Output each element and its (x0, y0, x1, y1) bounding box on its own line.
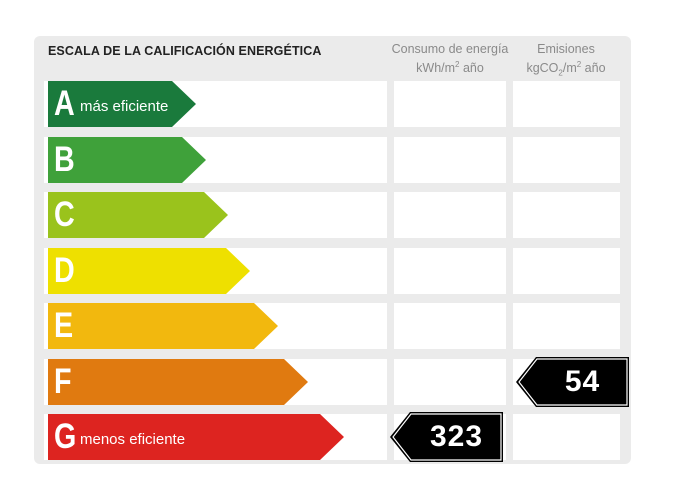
class-bar-f: F (48, 359, 308, 405)
emisiones-cell (513, 192, 620, 238)
emisiones-header-label: Emisiones (537, 42, 595, 56)
consumo-cell (394, 303, 506, 349)
class-bar-d: D (48, 248, 250, 294)
class-letter: E (54, 306, 74, 345)
consumo-rating-marker: 323 (390, 412, 503, 462)
emisiones-cell (513, 81, 620, 127)
class-sublabel: menos eficiente (80, 431, 186, 448)
consumo-rating-marker-value: 323 (429, 420, 484, 453)
emisiones-rating-marker-value: 54 (564, 365, 601, 398)
class-bar-c: C (48, 192, 228, 238)
class-letter: F (54, 362, 72, 401)
class-letter: G (54, 417, 77, 456)
emisiones-cell (513, 414, 620, 460)
emisiones-rating-marker: 54 (516, 357, 629, 407)
class-sublabel: más eficiente (80, 98, 169, 115)
consumo-cell (394, 137, 506, 183)
consumo-header-label: Consumo de energía (391, 42, 509, 56)
emisiones-unit: kgCO2/m2 año (526, 60, 606, 78)
class-letter: A (54, 84, 75, 123)
emisiones-column-header: Emisiones kgCO2/m2 año (510, 41, 622, 82)
consumo-cell (394, 248, 506, 294)
class-letter: D (54, 251, 75, 290)
emisiones-cell (513, 248, 620, 294)
consumo-cell (394, 81, 506, 127)
class-letter: B (54, 140, 75, 179)
scale-title: ESCALA DE LA CALIFICACIÓN ENERGÉTICA (48, 44, 322, 58)
class-bar-b: B (48, 137, 206, 183)
emisiones-cell (513, 137, 620, 183)
consumo-column-header: Consumo de energía kWh/m2 año (388, 41, 512, 76)
class-letter: C (54, 195, 75, 234)
consumo-cell (394, 192, 506, 238)
emisiones-cell (513, 303, 620, 349)
consumo-unit: kWh/m2 año (416, 60, 484, 76)
consumo-cell (394, 359, 506, 405)
class-bar-e: E (48, 303, 278, 349)
